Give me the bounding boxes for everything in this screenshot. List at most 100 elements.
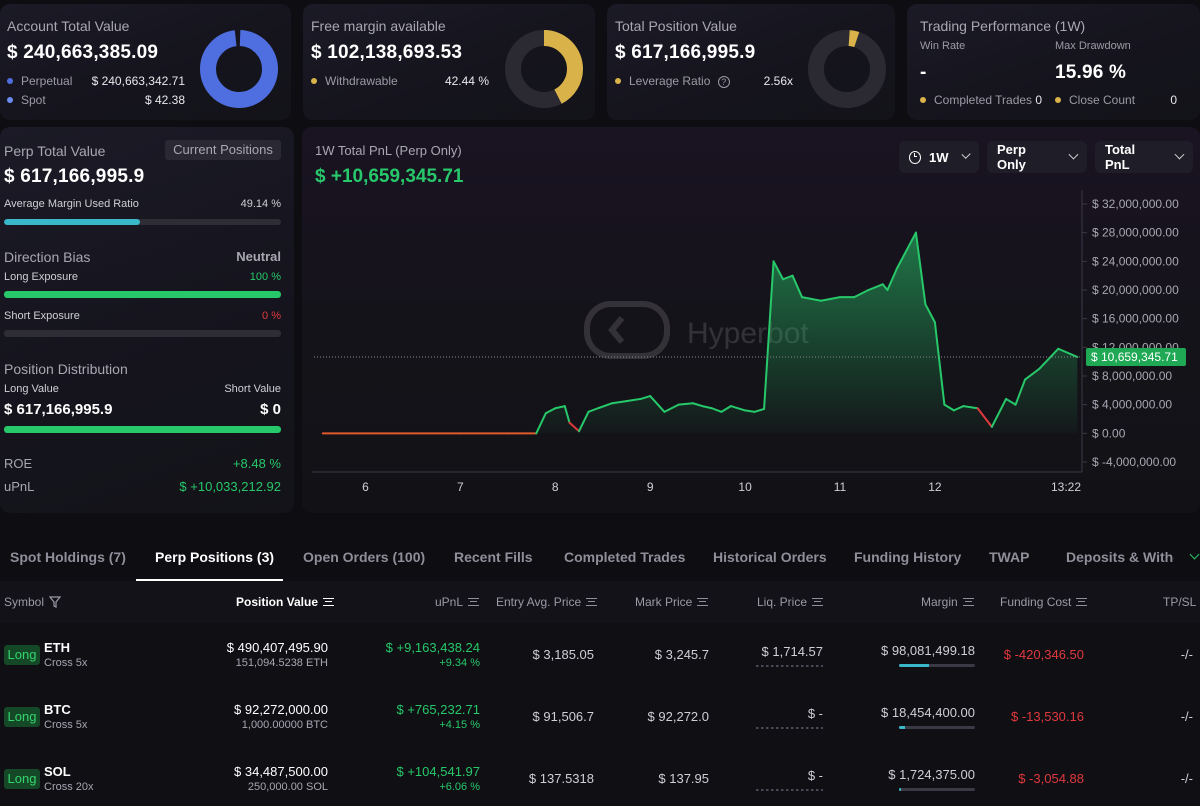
pnl-line-segment: [691, 402, 704, 408]
pnl-line-segment: [639, 395, 652, 400]
margin-bar: [899, 788, 975, 791]
sort-icon[interactable]: [697, 598, 709, 606]
metric-selector[interactable]: Total PnL: [1095, 141, 1193, 173]
position-distribution-label: Position Distribution: [4, 361, 128, 377]
long-exposure-bar: [4, 291, 281, 298]
clock-icon: [909, 150, 922, 164]
table-row[interactable]: Long BTC Cross 5x $ 92,272,000.00 1,000.…: [0, 685, 1200, 747]
margin-ratio-bar: [4, 219, 281, 225]
free-margin-title: Free margin available: [311, 18, 446, 34]
withdrawable-value: 42.44 %: [444, 74, 489, 88]
upnl-percent: +9.34 %: [439, 657, 480, 669]
completed-label: Completed Trades: [934, 93, 1033, 107]
margin-bar: [899, 664, 975, 667]
spot-label: Spot: [21, 93, 46, 107]
sort-icon[interactable]: [812, 598, 824, 606]
tpsl-value[interactable]: -/-: [1180, 647, 1193, 662]
free-margin-card: Free margin available $ 102,138,693.53 W…: [303, 4, 595, 120]
pnl-line-segment: [782, 274, 794, 281]
pnl-line-segment: [611, 400, 628, 405]
account-total-card: Account Total Value $ 240,663,385.09 Per…: [0, 4, 291, 120]
pnl-line-segment: [701, 405, 713, 410]
pnl-line-segment: [587, 407, 599, 413]
symbol[interactable]: BTC: [44, 702, 71, 717]
tab-spot-holdings[interactable]: Spot Holdings (7): [10, 549, 126, 565]
completed-trades-row: Completed Trades 0: [920, 93, 1042, 107]
header-funding-cost[interactable]: Funding Cost: [1000, 595, 1088, 609]
pnl-line-segment: [943, 403, 955, 412]
upnl-value: $ +765,232.71: [396, 702, 481, 717]
pnl-line-segment: [1014, 378, 1027, 406]
sort-icon[interactable]: [962, 598, 974, 606]
margin-mode: Cross 5x: [44, 657, 88, 669]
withdrawable-label: Withdrawable: [325, 74, 398, 88]
header-entry-price[interactable]: Entry Avg. Price: [496, 595, 598, 609]
scope-selector[interactable]: Perp Only: [987, 141, 1087, 173]
perp-panel: Perp Total Value Current Positions $ 617…: [0, 127, 294, 513]
short-exposure-value: 0 %: [262, 310, 281, 322]
total-position-card: Total Position Value $ 617,166,995.9 Lev…: [607, 4, 895, 120]
tab-twap[interactable]: TWAP: [989, 549, 1030, 565]
table-row[interactable]: Long ETH Cross 5x $ 490,407,495.90 151,0…: [0, 623, 1200, 685]
pnl-line-segment: [820, 296, 841, 302]
tab-recent-fills[interactable]: Recent Fills: [454, 549, 533, 565]
leverage-donut: [808, 30, 886, 108]
header-upnl[interactable]: uPnL: [435, 595, 480, 609]
info-icon[interactable]: ?: [717, 76, 730, 88]
pnl-line-segment: [729, 405, 747, 412]
x-tick-label: 11: [834, 480, 847, 494]
close-value: 0: [1170, 93, 1177, 107]
withdrawable-row: Withdrawable 42.44 %: [311, 74, 489, 88]
chevron-down-icon: [1174, 149, 1185, 159]
position-value: $ 34,487,500.00: [234, 764, 328, 779]
tab-historical-orders[interactable]: Historical Orders: [713, 549, 827, 565]
margin-value: $ 1,724,375.00: [888, 767, 975, 782]
upnl-percent: +6.06 %: [439, 781, 480, 793]
perp-total-title: Perp Total Value: [4, 143, 106, 159]
symbol[interactable]: ETH: [44, 640, 70, 655]
pnl-line-segment: [914, 231, 927, 306]
pnl-line-segment: [596, 402, 614, 410]
entry-price: $ 137.5318: [528, 771, 594, 786]
x-tick-label: 6: [362, 480, 369, 494]
pnl-line-segment: [625, 397, 642, 403]
header-liq-price[interactable]: Liq. Price: [757, 595, 824, 609]
pnl-line-segment: [720, 405, 732, 413]
header-symbol[interactable]: Symbol: [4, 595, 62, 609]
sort-icon[interactable]: [1076, 598, 1088, 606]
margin-bar-fill: [899, 788, 901, 791]
range-selector[interactable]: 1W: [899, 141, 979, 173]
side-badge: Long: [4, 645, 40, 665]
header-position-value[interactable]: Position Value: [236, 595, 335, 609]
free-margin-value: $ 102,138,693.53: [311, 42, 463, 63]
sort-icon[interactable]: [468, 598, 480, 606]
tab-funding-history[interactable]: Funding History: [854, 549, 962, 565]
tpsl-value[interactable]: -/-: [1180, 771, 1193, 786]
more-tabs-chevron-icon[interactable]: [1189, 549, 1200, 560]
x-tick-label: 12: [928, 480, 942, 494]
header-mark-price[interactable]: Mark Price: [635, 595, 709, 609]
chart-title: 1W Total PnL (Perp Only): [315, 143, 462, 158]
pnl-line-segment: [710, 407, 723, 413]
tpsl-value[interactable]: -/-: [1180, 709, 1193, 724]
current-positions-button[interactable]: Current Positions: [165, 140, 281, 160]
header-margin[interactable]: Margin: [921, 595, 974, 609]
pnl-line-segment: [905, 231, 917, 252]
pnl-line-segment: [1057, 347, 1079, 358]
short-value-label: Short Value: [224, 383, 281, 395]
filter-icon[interactable]: [49, 596, 62, 608]
tab-perp-positions[interactable]: Perp Positions (3): [155, 549, 275, 565]
symbol[interactable]: SOL: [44, 764, 71, 779]
account-donut: [200, 29, 278, 108]
sort-icon[interactable]: [323, 598, 335, 606]
table-row[interactable]: Long SOL Cross 20x $ 34,487,500.00 250,0…: [0, 747, 1200, 806]
tab-completed-trades[interactable]: Completed Trades: [564, 549, 686, 565]
leverage-label: Leverage Ratio: [629, 74, 711, 88]
roe-value: +8.48 %: [232, 456, 281, 471]
tab-open-orders[interactable]: Open Orders (100): [303, 549, 426, 565]
max-drawdown-value: 15.96 %: [1055, 62, 1127, 83]
tab-deposits-withdrawals[interactable]: Deposits & Withd: [1066, 549, 1174, 565]
upnl-value: $ +9,163,438.24: [385, 640, 480, 655]
upnl-label: uPnL: [4, 479, 35, 494]
sort-icon[interactable]: [586, 598, 598, 606]
